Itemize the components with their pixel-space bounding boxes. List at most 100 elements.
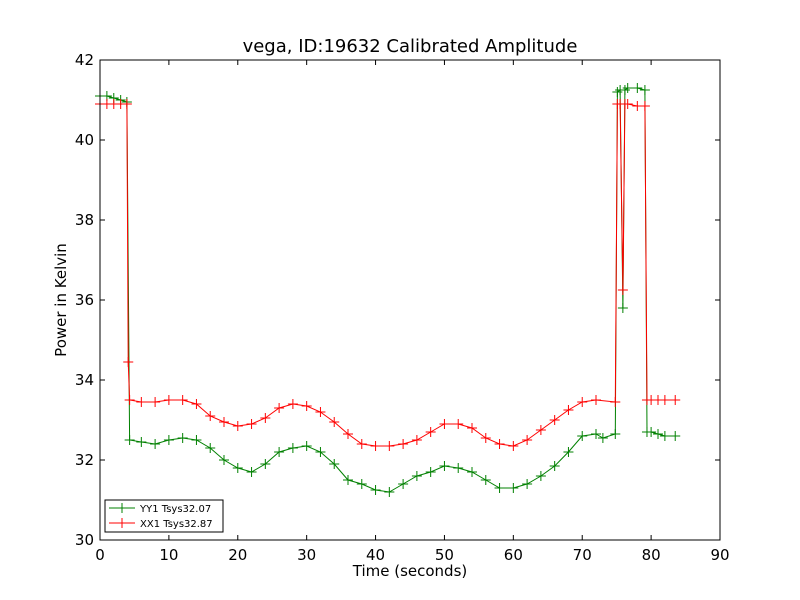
data-point xyxy=(639,85,650,95)
data-point xyxy=(191,435,202,445)
series-layer xyxy=(95,83,681,497)
data-point xyxy=(617,303,628,313)
x-tick-label: 50 xyxy=(435,546,454,564)
data-point xyxy=(622,83,633,93)
data-point xyxy=(246,419,257,429)
legend: YY1 Tsys32.07 XX1 Tsys32.87 xyxy=(104,499,224,533)
data-point xyxy=(522,479,533,489)
y-tick-label: 36 xyxy=(75,291,94,309)
data-point xyxy=(653,429,663,439)
x-axis-label: Time (seconds) xyxy=(352,562,468,580)
chart-title: vega, ID:19632 Calibrated Amplitude xyxy=(243,36,578,57)
data-point xyxy=(205,443,216,453)
data-point xyxy=(219,455,229,465)
data-point xyxy=(370,441,381,451)
legend-marker xyxy=(117,518,127,528)
y-tick-label: 34 xyxy=(75,371,94,389)
data-point xyxy=(356,439,367,449)
data-point xyxy=(219,417,229,427)
data-point xyxy=(639,101,650,111)
data-point xyxy=(260,413,271,423)
data-point xyxy=(260,459,271,469)
legend-label: XX1 Tsys32.87 xyxy=(140,519,213,530)
x-tick-label: 20 xyxy=(228,546,247,564)
data-point xyxy=(315,407,326,417)
data-point xyxy=(177,433,188,443)
data-point xyxy=(232,463,243,473)
data-point xyxy=(467,423,477,433)
data-point xyxy=(287,399,298,409)
data-point xyxy=(205,411,216,421)
data-point xyxy=(411,471,422,481)
data-point xyxy=(670,395,681,405)
x-tick-label: 80 xyxy=(642,546,661,564)
data-point xyxy=(610,397,621,407)
data-point xyxy=(425,427,436,437)
data-point xyxy=(453,419,464,429)
data-point xyxy=(439,461,450,471)
data-point xyxy=(480,475,491,485)
data-point xyxy=(535,425,546,435)
data-point xyxy=(274,403,285,413)
data-point xyxy=(659,395,670,405)
data-point xyxy=(232,421,243,431)
data-point xyxy=(619,85,630,95)
data-point xyxy=(646,427,657,437)
data-point xyxy=(563,447,574,457)
data-point xyxy=(439,419,450,429)
data-point xyxy=(150,439,161,449)
x-tick-label: 0 xyxy=(95,546,105,564)
data-point xyxy=(549,415,560,425)
y-tick-label: 30 xyxy=(75,531,94,549)
y-tick-label: 42 xyxy=(75,51,94,69)
data-point xyxy=(136,437,147,447)
data-point xyxy=(398,479,409,489)
data-point xyxy=(163,435,174,445)
data-point xyxy=(467,467,477,477)
x-tick-label: 90 xyxy=(710,546,729,564)
y-tick-label: 32 xyxy=(75,451,94,469)
data-point xyxy=(591,395,601,405)
data-point xyxy=(508,483,519,493)
x-tick-label: 30 xyxy=(297,546,316,564)
data-point xyxy=(123,357,134,367)
data-point xyxy=(453,463,464,473)
data-point xyxy=(384,441,395,451)
legend-box xyxy=(104,499,224,533)
data-point xyxy=(329,417,340,427)
data-point xyxy=(549,461,560,471)
data-point xyxy=(591,429,601,439)
data-point xyxy=(150,397,161,407)
plot-area xyxy=(100,60,720,540)
data-point xyxy=(659,431,670,441)
legend-marker xyxy=(117,503,127,513)
x-tick-label: 70 xyxy=(573,546,592,564)
x-tick-label: 10 xyxy=(159,546,178,564)
x-tick-label: 40 xyxy=(366,546,385,564)
axes-layer: 0 10 20 30 40 50 60 70 80 90 30 32 34 36 38 40 42 xyxy=(75,51,730,564)
data-point xyxy=(301,441,312,451)
data-point xyxy=(356,479,367,489)
data-point xyxy=(287,443,298,453)
plot-background xyxy=(100,60,720,540)
data-point xyxy=(494,483,505,493)
data-point xyxy=(163,395,174,405)
data-point xyxy=(274,447,285,457)
data-point xyxy=(191,399,202,409)
data-point xyxy=(124,435,135,445)
data-point xyxy=(522,435,533,445)
legend-item: YY1 Tsys32.07 xyxy=(109,503,211,515)
legend-label: YY1 Tsys32.07 xyxy=(139,504,211,515)
data-point xyxy=(343,429,353,439)
data-point xyxy=(121,99,132,109)
data-point xyxy=(632,83,643,93)
x-tick-label: 60 xyxy=(504,546,523,564)
data-point xyxy=(535,471,546,481)
data-point xyxy=(577,397,588,407)
data-point xyxy=(480,433,491,443)
series-1 xyxy=(95,99,681,451)
data-point xyxy=(136,397,147,407)
data-point xyxy=(370,485,381,495)
data-point xyxy=(617,285,628,295)
